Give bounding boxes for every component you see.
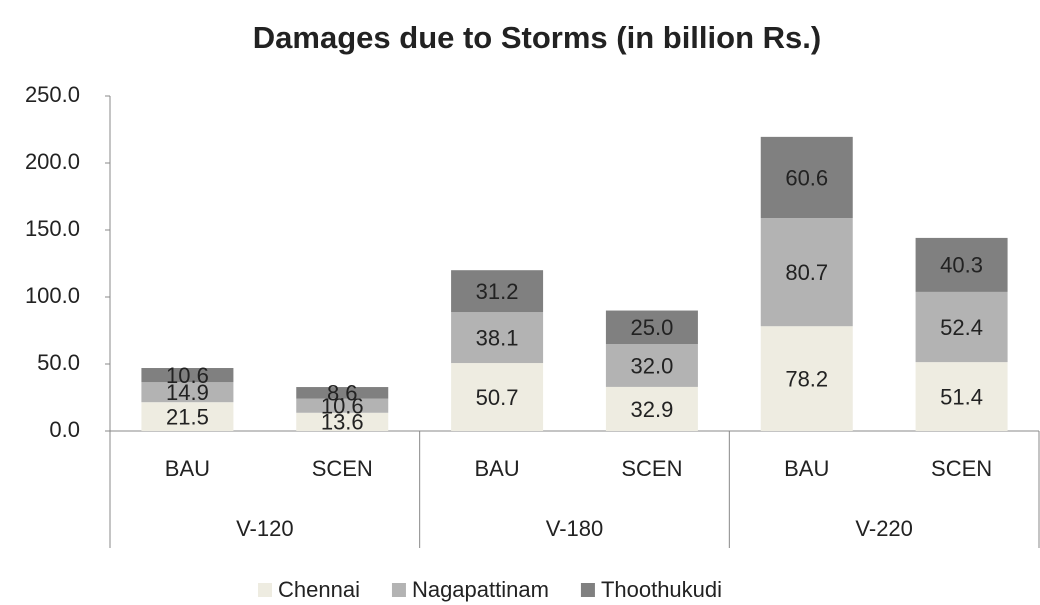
y-tick-label: 200.0 [25, 149, 80, 174]
data-label: 31.2 [476, 279, 519, 304]
data-label: 32.9 [631, 397, 674, 422]
data-label: 13.6 [321, 410, 364, 435]
data-label: 60.6 [785, 165, 828, 190]
x-tick-label: SCEN [931, 456, 992, 481]
bar-segment [915, 291, 1008, 363]
legend-swatch [258, 583, 272, 597]
x-tick-label: SCEN [312, 456, 373, 481]
data-label: 78.2 [785, 366, 828, 391]
bar-segment [605, 386, 698, 431]
x-tick-label: BAU [784, 456, 829, 481]
legend-label: Thoothukudi [601, 577, 722, 602]
bar-segment [296, 387, 389, 399]
data-label: 14.9 [166, 380, 209, 405]
bar-segment [451, 270, 544, 313]
data-label: 52.4 [940, 315, 983, 340]
y-tick-label: 100.0 [25, 283, 80, 308]
bar-segment [915, 362, 1008, 431]
y-tick-label: 50.0 [37, 350, 80, 375]
bar-segment [296, 412, 389, 431]
x-tick-label: SCEN [621, 456, 682, 481]
group-label: V-120 [236, 516, 294, 541]
data-label: 10.6 [166, 363, 209, 388]
bar-segment [605, 310, 698, 345]
y-tick-label: 0.0 [49, 417, 80, 442]
data-label: 32.0 [631, 353, 674, 378]
data-label: 38.1 [476, 325, 519, 350]
data-label: 8.6 [327, 381, 358, 406]
chart-title: Damages due to Storms (in billion Rs.) [253, 20, 821, 55]
legend-swatch [391, 583, 406, 597]
data-label: 21.5 [166, 404, 209, 429]
data-label: 50.7 [476, 385, 519, 410]
data-label: 51.4 [940, 384, 983, 409]
bar-segment [605, 344, 698, 387]
legend-label: Nagapattinam [412, 577, 549, 602]
x-tick-label: BAU [474, 456, 519, 481]
data-label: 25.0 [631, 315, 674, 340]
bar-segment [141, 368, 234, 383]
legend-label: Chennai [278, 577, 360, 602]
x-tick-label: BAU [165, 456, 210, 481]
y-tick-label: 250.0 [25, 82, 80, 107]
bar-segment [141, 402, 234, 431]
data-label: 40.3 [940, 253, 983, 278]
bar-segment [296, 398, 389, 413]
data-label: 80.7 [785, 260, 828, 285]
bar-segment [760, 136, 853, 219]
bar-segment [141, 382, 234, 403]
bar-segment [451, 363, 544, 431]
group-label: V-180 [546, 516, 604, 541]
bar-segment [760, 326, 853, 431]
group-label: V-220 [855, 516, 913, 541]
bar-segment [451, 312, 544, 364]
y-tick-label: 150.0 [25, 216, 80, 241]
bar-segment [915, 237, 1008, 292]
bar-segment [760, 218, 853, 327]
legend-swatch [580, 583, 595, 597]
